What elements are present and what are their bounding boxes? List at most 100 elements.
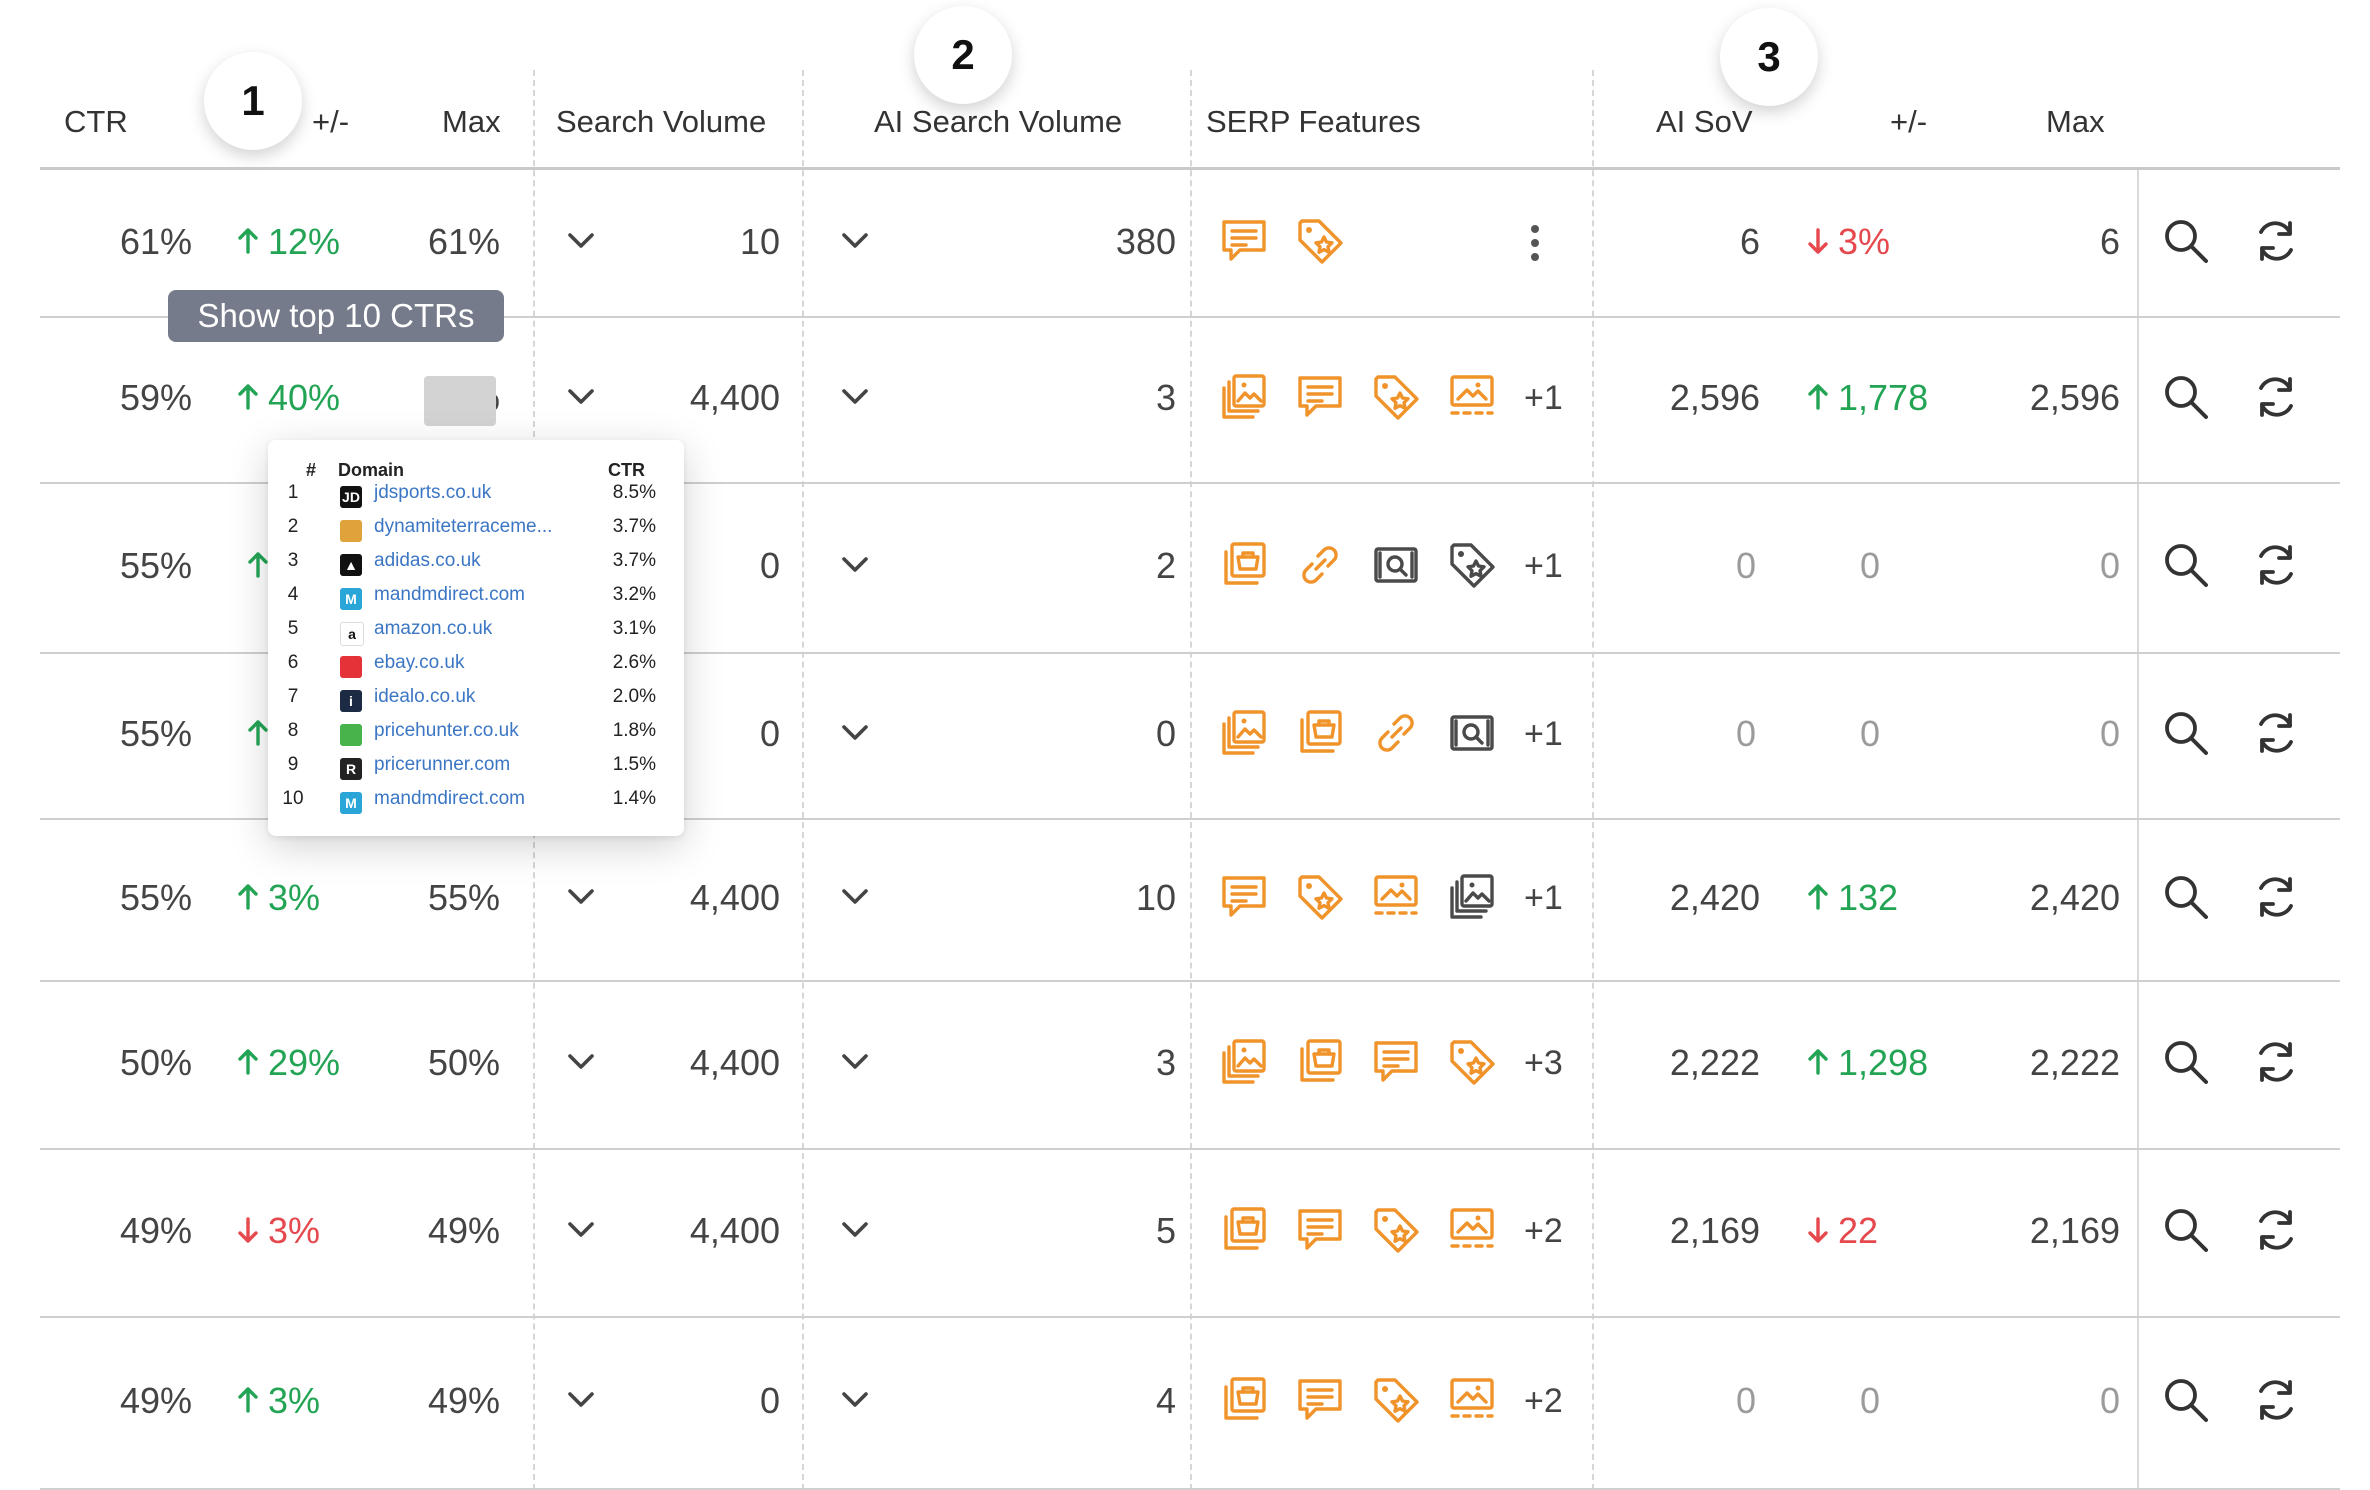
serp-tag-icon[interactable] [1370,1374,1422,1426]
chevron-down-icon[interactable] [840,231,870,251]
popup-row[interactable]: 1 JD jdsports.co.uk 8.5% [268,482,684,516]
serp-tag-icon[interactable] [1294,215,1346,267]
popup-domain-link[interactable]: jdsports.co.uk [374,482,492,503]
refresh-icon[interactable] [2250,1204,2302,1256]
ctr-max-highlight[interactable] [424,376,496,426]
popup-domain-link[interactable]: pricehunter.co.uk [374,720,519,741]
serp-shopping-icon[interactable] [1294,1036,1346,1088]
serp-image-dash-icon[interactable] [1446,1374,1498,1426]
search-icon[interactable] [2160,1036,2212,1088]
serp-video-icon[interactable] [1446,707,1498,759]
refresh-icon[interactable] [2250,871,2302,923]
serp-more-count[interactable]: +1 [1524,547,1563,585]
popup-domain-link[interactable]: adidas.co.uk [374,550,481,571]
popup-domain-link[interactable]: dynamiteterraceme... [374,516,553,537]
search-icon[interactable] [2160,707,2212,759]
serp-shopping-icon[interactable] [1218,1204,1270,1256]
chevron-down-icon[interactable] [840,555,870,575]
popup-row[interactable]: 5 a amazon.co.uk 3.1% [268,618,684,652]
chevron-down-icon[interactable] [566,1390,596,1410]
header-search-volume[interactable]: Search Volume [556,104,767,139]
serp-more-count[interactable]: +2 [1524,1382,1563,1420]
serp-tag-icon[interactable] [1446,539,1498,591]
serp-image-dash-icon[interactable] [1446,1204,1498,1256]
popup-row[interactable]: 8 pricehunter.co.uk 1.8% [268,720,684,754]
serp-link-icon[interactable] [1370,707,1422,759]
chevron-down-icon[interactable] [566,387,596,407]
refresh-icon[interactable] [2250,707,2302,759]
chevron-down-icon[interactable] [840,387,870,407]
search-icon[interactable] [2160,1204,2212,1256]
popup-row[interactable]: 9 R pricerunner.com 1.5% [268,754,684,788]
refresh-icon[interactable] [2250,539,2302,591]
popup-domain-link[interactable]: amazon.co.uk [374,618,493,639]
popup-row[interactable]: 7 i idealo.co.uk 2.0% [268,686,684,720]
serp-chat-icon[interactable] [1294,1204,1346,1256]
chevron-down-icon[interactable] [566,1052,596,1072]
serp-more-count[interactable]: +1 [1524,715,1563,753]
popup-row[interactable]: 4 M mandmdirect.com 3.2% [268,584,684,618]
refresh-icon[interactable] [2250,215,2302,267]
popup-domain-link[interactable]: mandmdirect.com [374,788,525,809]
search-icon[interactable] [2160,371,2212,423]
ctr-max[interactable]: 50% [427,1042,500,1083]
serp-shopping-icon[interactable] [1218,539,1270,591]
serp-shopping-icon[interactable] [1294,707,1346,759]
refresh-icon[interactable] [2250,1374,2302,1426]
serp-link-icon[interactable] [1294,539,1346,591]
chevron-down-icon[interactable] [840,723,870,743]
serp-image-dash-icon[interactable] [1370,871,1422,923]
serp-chat-icon[interactable] [1370,1036,1422,1088]
serp-tag-icon[interactable] [1370,371,1422,423]
serp-tag-icon[interactable] [1294,871,1346,923]
header-sov-change[interactable]: +/- [1890,104,1928,139]
ctr-max[interactable]: 49% [427,1380,500,1421]
serp-images-icon[interactable] [1218,371,1270,423]
serp-more-count[interactable]: +1 [1524,879,1563,917]
header-sov-max[interactable]: Max [2046,104,2105,139]
popup-domain-link[interactable]: idealo.co.uk [374,686,476,707]
header-serp-features[interactable]: SERP Features [1206,104,1421,139]
header-ai-sov[interactable]: AI SoV [1656,104,1753,139]
popup-domain-link[interactable]: ebay.co.uk [374,652,465,673]
chevron-down-icon[interactable] [566,231,596,251]
serp-chat-icon[interactable] [1294,1374,1346,1426]
popup-domain-link[interactable]: mandmdirect.com [374,584,525,605]
serp-chat-icon[interactable] [1294,371,1346,423]
popup-row[interactable]: 10 M mandmdirect.com 1.4% [268,788,684,822]
header-ctr-change[interactable]: +/- [312,104,350,139]
serp-more-count[interactable]: +3 [1524,1044,1563,1082]
serp-shopping-icon[interactable] [1218,1374,1270,1426]
serp-tag-icon[interactable] [1370,1204,1422,1256]
ctr-max[interactable]: 49% [427,1210,500,1251]
chevron-down-icon[interactable] [840,1052,870,1072]
serp-chat-icon[interactable] [1218,215,1270,267]
serp-more-count[interactable]: +1 [1524,379,1563,417]
refresh-icon[interactable] [2250,371,2302,423]
chevron-down-icon[interactable] [840,1390,870,1410]
search-icon[interactable] [2160,539,2212,591]
ctr-max[interactable]: 61% [427,221,500,262]
popup-row[interactable]: 2 dynamiteterraceme... 3.7% [268,516,684,550]
chevron-down-icon[interactable] [840,887,870,907]
serp-images-icon[interactable] [1446,871,1498,923]
serp-video-icon[interactable] [1370,539,1422,591]
serp-more-count[interactable]: +2 [1524,1212,1563,1250]
serp-tag-icon[interactable] [1446,1036,1498,1088]
serp-images-icon[interactable] [1218,707,1270,759]
serp-images-icon[interactable] [1218,1036,1270,1088]
search-icon[interactable] [2160,215,2212,267]
more-options-icon[interactable] [1530,223,1540,263]
header-ai-search-volume[interactable]: AI Search Volume [874,104,1123,139]
popup-row[interactable]: 3 ▲ adidas.co.uk 3.7% [268,550,684,584]
chevron-down-icon[interactable] [566,1220,596,1240]
chevron-down-icon[interactable] [840,1220,870,1240]
popup-domain-link[interactable]: pricerunner.com [374,754,511,775]
popup-row[interactable]: 6 ebay.co.uk 2.6% [268,652,684,686]
chevron-down-icon[interactable] [566,887,596,907]
header-ctr-max[interactable]: Max [442,104,501,139]
serp-chat-icon[interactable] [1218,871,1270,923]
search-icon[interactable] [2160,1374,2212,1426]
serp-image-dash-icon[interactable] [1446,371,1498,423]
search-icon[interactable] [2160,871,2212,923]
